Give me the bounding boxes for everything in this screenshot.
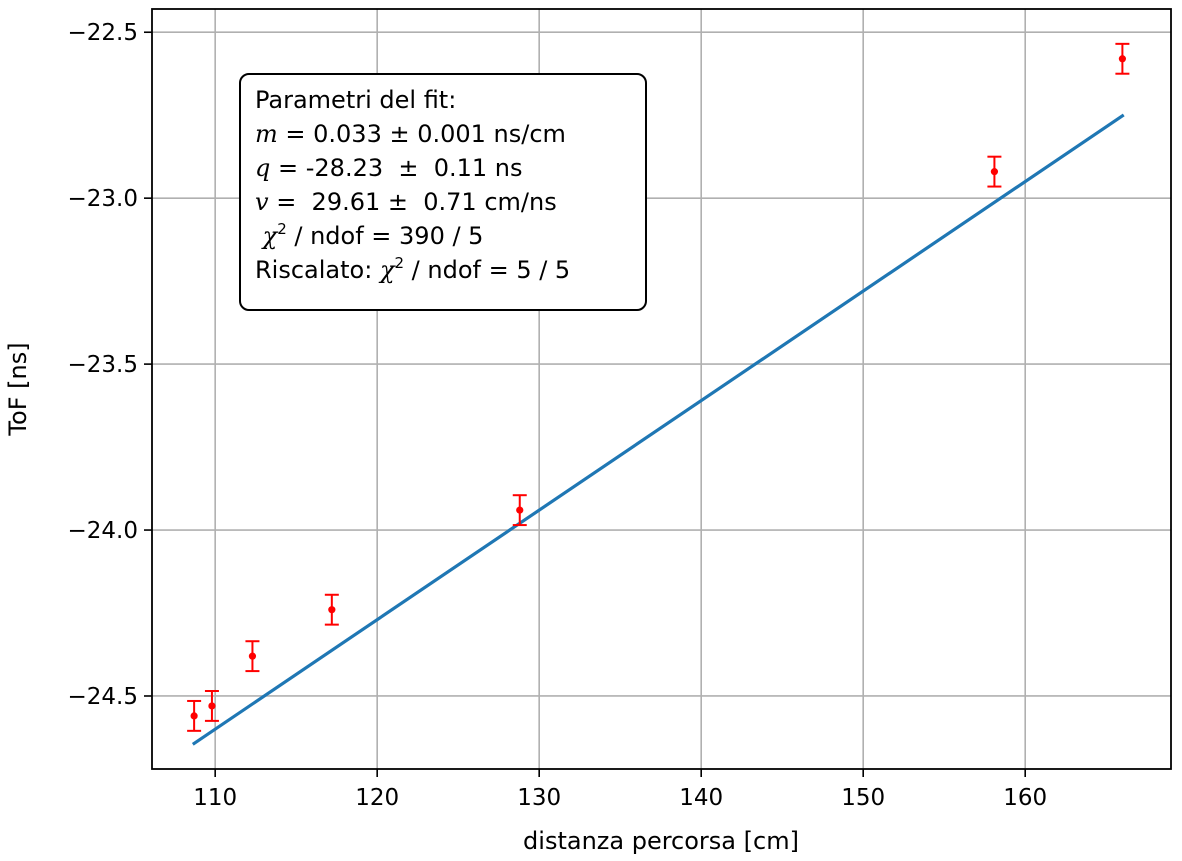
fit-parameters-box: Parametri del fit: m = 0.033 ± 0.001 ns/… — [239, 73, 647, 311]
axis-ticks: 110 120 130 140 150 160 −22.5 −23.0 −23.5 −24.0 −2… — [68, 20, 1048, 811]
fit-line — [191, 113, 1125, 746]
fit-slope: m = 0.033 ± 0.001 ns/cm — [255, 120, 566, 148]
y-tick-label: −23.5 — [68, 352, 138, 378]
x-tick-label: 120 — [355, 785, 399, 811]
y-tick-label: −24.5 — [68, 684, 138, 710]
y-axis-label: ToF [ns] — [4, 342, 32, 436]
fit-velocity: v = 29.61 ± 0.71 cm/ns — [255, 188, 557, 216]
data-point — [190, 712, 198, 720]
fit-title: Parametri del fit: — [255, 86, 457, 114]
data-point-errorbar — [512, 494, 527, 527]
data-point-errorbar — [187, 699, 202, 732]
fit-intercept: q = -28.23 ± 0.11 ns — [255, 154, 523, 182]
x-tick-label: 160 — [1003, 785, 1047, 811]
fit-line-series — [191, 113, 1125, 746]
data-point — [208, 702, 216, 710]
y-tick-label: −23.0 — [68, 186, 138, 212]
data-point-errorbar — [245, 640, 260, 673]
data-point-errorbar — [204, 690, 219, 722]
data-point — [328, 606, 336, 614]
y-tick-label: −24.0 — [68, 518, 138, 544]
x-tick-label: 110 — [193, 785, 237, 811]
data-point — [990, 168, 999, 176]
x-tick-label: 150 — [841, 785, 885, 811]
x-axis-label: distanza percorsa [cm] — [523, 827, 799, 855]
fit-chi2-rescaled: Riscalato: χ2 / ndof = 5 / 5 — [255, 254, 571, 284]
data-point-errorbar — [987, 155, 1002, 188]
fit-chi2: χ2 / ndof = 390 / 5 — [262, 220, 484, 250]
data-point — [516, 506, 524, 514]
data-point — [1118, 55, 1126, 63]
plot-frame — [151, 8, 1172, 770]
data-point-errorbar — [324, 593, 339, 626]
data-point-errorbar — [1115, 42, 1130, 75]
x-tick-label: 140 — [679, 785, 723, 811]
x-tick-label: 130 — [517, 785, 561, 811]
data-points-series — [187, 42, 1130, 732]
data-point — [248, 652, 257, 660]
y-tick-label: −22.5 — [68, 20, 138, 46]
